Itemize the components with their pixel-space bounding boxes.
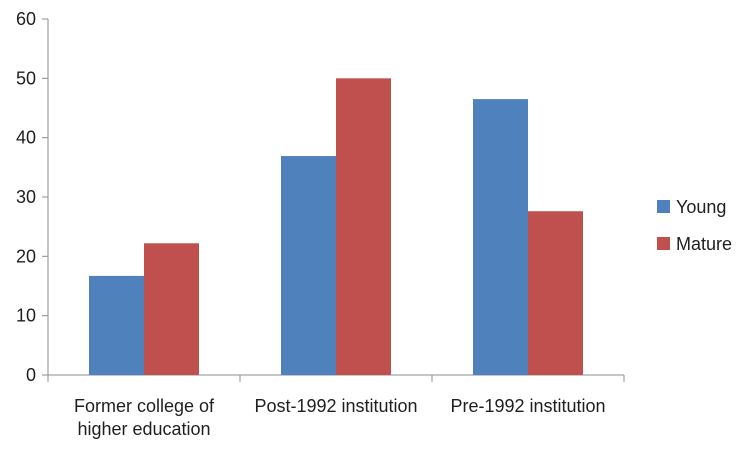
- y-tick-label: 10: [16, 306, 36, 326]
- bar-mature-3: [528, 211, 583, 375]
- bar-mature-2: [336, 78, 391, 375]
- legend: Young Mature: [657, 197, 732, 254]
- legend-label-young: Young: [676, 197, 726, 217]
- y-tick-label: 60: [16, 9, 36, 29]
- bar-young-2: [281, 156, 336, 375]
- bar-mature-1: [144, 243, 199, 375]
- x-category-label-line: higher education: [77, 419, 210, 439]
- x-category-label: Post-1992 institution: [254, 396, 417, 416]
- y-tick-label: 20: [16, 246, 36, 266]
- x-category-label-line: Post-1992 institution: [254, 396, 417, 416]
- x-category-label-line: Former college of: [74, 396, 215, 416]
- legend-swatch-young: [657, 200, 670, 213]
- bar-young-1: [89, 275, 144, 375]
- bars-layer: [89, 78, 583, 375]
- y-tick-label: 30: [16, 187, 36, 207]
- legend-label-mature: Mature: [676, 234, 732, 254]
- labels-layer: 0 10 20 30 40 50 60 Former college of higher edu…: [16, 9, 606, 439]
- y-tick-label: 0: [26, 365, 36, 385]
- x-category-label-line: Pre-1992 institution: [450, 396, 605, 416]
- y-tick-label: 40: [16, 128, 36, 148]
- y-tick-label: 50: [16, 68, 36, 88]
- bar-young-3: [473, 99, 528, 375]
- legend-swatch-mature: [657, 237, 670, 250]
- x-category-label: Pre-1992 institution: [450, 396, 605, 416]
- x-category-label: Former college of higher education: [74, 396, 215, 439]
